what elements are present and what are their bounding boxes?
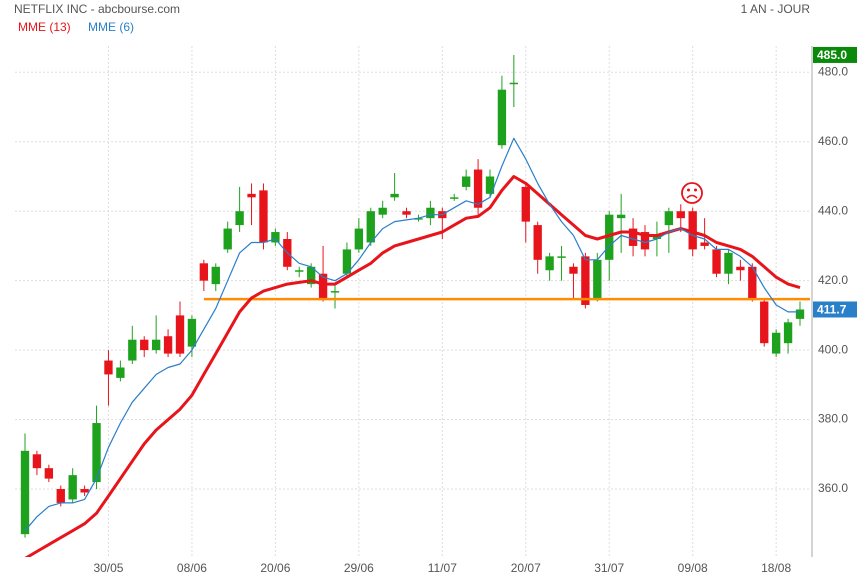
price-tag	[813, 46, 857, 63]
y-tick-label: 420.0	[818, 273, 848, 287]
candle-body	[199, 263, 209, 281]
y-tick-label: 360.0	[818, 481, 848, 495]
price-tag-label: 411.7	[817, 303, 847, 317]
candle-body	[521, 186, 530, 222]
candle-body	[605, 214, 614, 260]
candle-body	[414, 218, 423, 220]
candle-body	[533, 225, 542, 260]
x-tick-label: 31/07	[594, 561, 624, 575]
candle-body	[175, 315, 185, 354]
candle-body	[557, 256, 566, 258]
x-tick-label: 30/05	[93, 561, 123, 575]
candle-body	[771, 332, 781, 354]
candle-body	[509, 82, 519, 85]
candle-body	[473, 169, 483, 208]
candle-body	[497, 89, 507, 146]
candle-body	[342, 249, 352, 274]
candle-body	[628, 228, 638, 246]
candle-body	[640, 232, 650, 250]
candle-body	[259, 190, 268, 243]
x-tick-label: 20/07	[511, 561, 541, 575]
x-tick-label: 18/08	[761, 561, 791, 575]
candle-body	[366, 211, 375, 243]
candle-body	[68, 475, 77, 500]
price-tag-label: 485.0	[817, 48, 847, 62]
candle-body	[187, 318, 197, 347]
sad-face-icon	[681, 182, 703, 204]
x-tick-label: 09/08	[678, 561, 708, 575]
candle-body	[354, 228, 364, 250]
y-tick-label: 400.0	[818, 342, 848, 356]
candle-body	[700, 242, 709, 246]
candle-body	[140, 339, 149, 351]
candle-body	[211, 266, 220, 285]
candle-body	[390, 193, 399, 198]
candle-body	[56, 489, 65, 503]
candle-body	[616, 214, 626, 219]
plot-area	[15, 46, 812, 557]
candle-body	[295, 270, 304, 272]
candle-body	[426, 207, 435, 219]
candle-body	[581, 256, 590, 305]
candle-body	[450, 197, 459, 199]
candle-body	[569, 266, 578, 274]
y-tick-label: 380.0	[818, 412, 848, 426]
candle-body	[461, 176, 471, 187]
candle-body	[92, 423, 101, 483]
candle-body	[724, 252, 733, 274]
candle-body	[783, 322, 793, 344]
legend-entry: MME (13)	[18, 20, 71, 34]
candle-body	[128, 339, 137, 361]
candle-body	[235, 211, 244, 226]
chart-title: NETFLIX INC - abcbourse.com	[14, 2, 180, 16]
candle-body	[104, 360, 113, 375]
candle-body	[378, 207, 387, 215]
candle-body	[163, 336, 173, 354]
candle-body	[80, 489, 89, 493]
candle-body	[223, 228, 232, 250]
candle-body	[402, 211, 411, 215]
x-tick-label: 29/06	[344, 561, 374, 575]
candle-body	[32, 454, 42, 469]
candle-body	[306, 266, 316, 285]
ema-line	[24, 137, 800, 532]
overlay: 360.0 380.0 400.0 420.0 440.0 460.0 480.0 30/05…	[18, 20, 857, 575]
candle-body	[795, 309, 805, 319]
candle-body	[688, 211, 697, 250]
candle-body	[116, 367, 125, 378]
candle-body	[20, 450, 30, 535]
candle-body	[736, 266, 745, 271]
legend-entry: MME (6)	[88, 20, 134, 34]
candle-body	[318, 273, 328, 299]
candle-body	[712, 249, 721, 274]
x-tick-label: 20/06	[260, 561, 290, 575]
candle-body	[760, 301, 769, 344]
candle-body	[748, 266, 757, 299]
candle-body	[44, 468, 54, 479]
candle-body	[676, 211, 685, 219]
candle-body	[151, 339, 161, 351]
ema-line	[24, 175, 801, 557]
x-tick-label: 11/07	[428, 561, 457, 575]
period-label: 1 AN - JOUR	[741, 2, 811, 16]
candle-body	[330, 291, 340, 293]
candle-body	[652, 235, 662, 239]
candle-body	[271, 232, 280, 243]
x-tick-label: 08/06	[177, 561, 207, 575]
candle-body	[485, 176, 495, 194]
y-tick-label: 460.0	[818, 134, 848, 148]
candle-body	[545, 256, 554, 271]
y-tick-label: 440.0	[818, 203, 848, 217]
candle-body	[664, 211, 674, 226]
candle-body	[247, 193, 256, 198]
price-tag	[813, 301, 857, 318]
y-tick-label: 480.0	[818, 64, 848, 78]
candle-body	[593, 259, 602, 299]
